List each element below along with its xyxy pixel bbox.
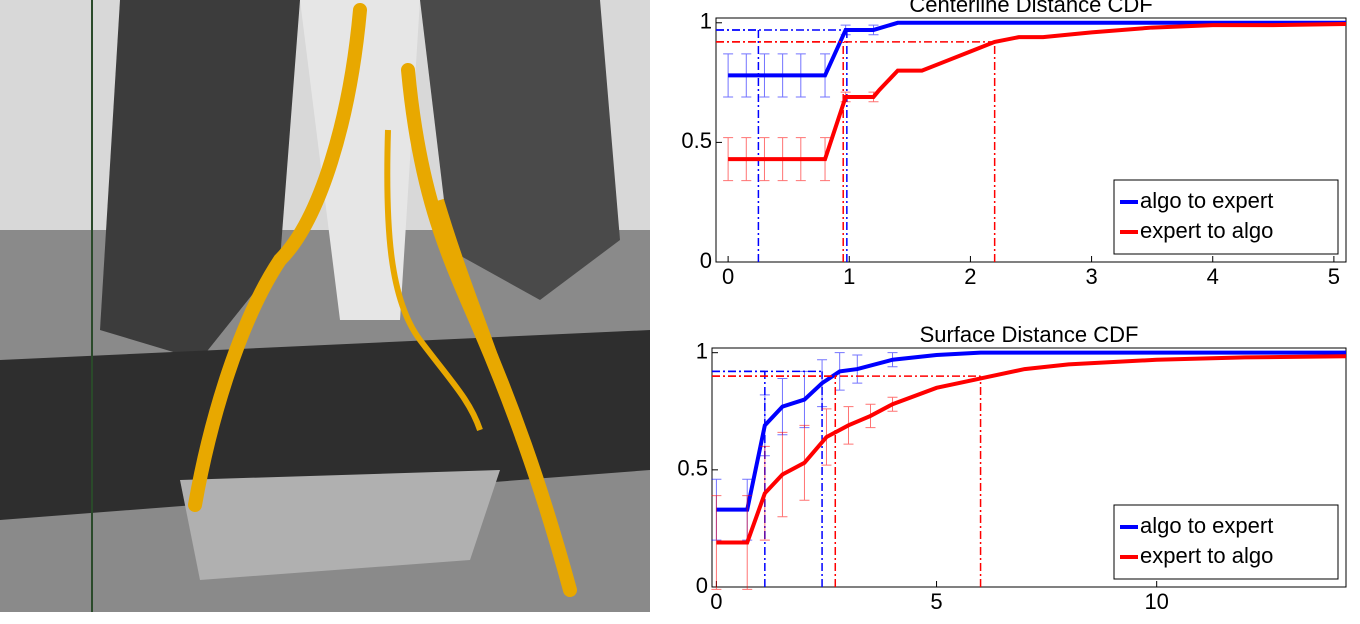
- legend-label: expert to algo: [1140, 218, 1273, 243]
- x-tick-label: 0: [710, 589, 722, 614]
- legend-box: [1113, 504, 1339, 580]
- error-bar: [723, 137, 734, 182]
- error-bar: [723, 53, 734, 98]
- y-tick-label: 0.5: [681, 128, 712, 153]
- legend-label: algo to expert: [1140, 188, 1273, 213]
- y-tick-label: 0.5: [677, 456, 708, 481]
- x-tick-label: 0: [722, 264, 734, 289]
- legend-label: expert to algo: [1140, 543, 1273, 568]
- x-tick-label: 5: [1328, 264, 1340, 289]
- y-tick-label: 1: [700, 9, 712, 34]
- x-tick-label: 2: [964, 264, 976, 289]
- y-tick-label: 0: [700, 248, 712, 273]
- y-tick-label: 0: [696, 573, 708, 598]
- series-line: [728, 20, 1346, 78]
- y-tick-label: 1: [696, 338, 708, 363]
- series-line: [716, 350, 1346, 512]
- legend-label: algo to expert: [1140, 513, 1273, 538]
- series-line: [728, 21, 1347, 162]
- chart-title: Centerline Distance CDF: [909, 0, 1152, 17]
- x-tick-label: 5: [930, 589, 942, 614]
- chart-title: Surface Distance CDF: [920, 322, 1139, 347]
- legend-box: [1113, 179, 1339, 255]
- x-tick-label: 4: [1207, 264, 1219, 289]
- x-tick-label: 3: [1085, 264, 1097, 289]
- series-line: [716, 354, 1347, 545]
- mri-image: [0, 0, 650, 612]
- x-tick-label: 10: [1144, 589, 1168, 614]
- x-tick-label: 1: [843, 264, 855, 289]
